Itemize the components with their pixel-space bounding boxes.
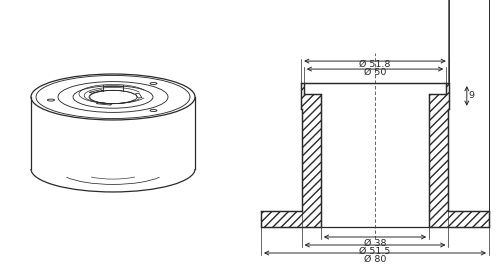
Text: Ø 38: Ø 38 [364, 238, 386, 248]
Text: Ø 50: Ø 50 [364, 68, 386, 77]
Text: Ø 51.5: Ø 51.5 [360, 246, 390, 255]
Text: Ø 51.8: Ø 51.8 [360, 60, 390, 69]
Polygon shape [261, 83, 321, 227]
Polygon shape [429, 83, 489, 227]
Text: 9: 9 [469, 91, 475, 100]
Text: Ø 80: Ø 80 [364, 254, 386, 263]
